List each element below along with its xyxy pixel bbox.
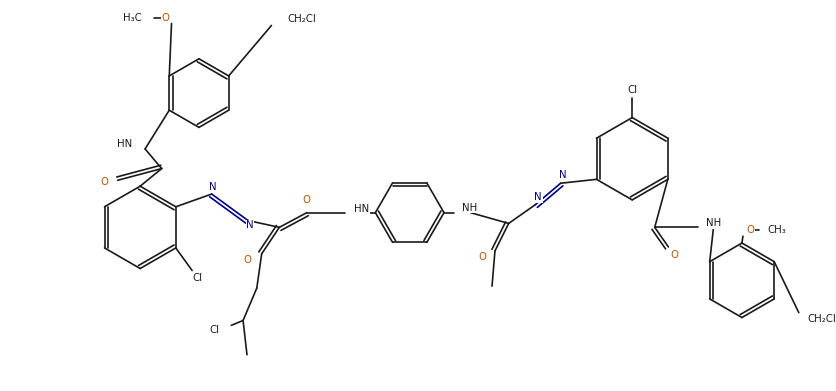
Text: O: O	[670, 250, 677, 260]
Text: Cl: Cl	[191, 273, 201, 283]
Text: O: O	[101, 177, 109, 187]
Text: Cl: Cl	[626, 85, 636, 95]
Text: O: O	[303, 195, 310, 205]
Text: NH: NH	[705, 219, 720, 228]
Text: CH₂Cl: CH₂Cl	[807, 314, 835, 323]
Text: O: O	[161, 13, 170, 23]
Text: NH: NH	[461, 203, 477, 213]
Text: N: N	[246, 221, 253, 230]
Text: N: N	[558, 170, 566, 180]
Text: HN: HN	[117, 139, 132, 149]
Text: Cl: Cl	[209, 325, 219, 335]
Text: CH₂Cl: CH₂Cl	[287, 14, 315, 23]
Text: O: O	[242, 255, 251, 265]
Text: N: N	[209, 182, 217, 192]
Text: CH₃: CH₃	[767, 225, 785, 235]
Text: N: N	[533, 192, 541, 202]
Text: O: O	[746, 225, 754, 235]
Text: O: O	[477, 252, 486, 262]
Text: H₃C: H₃C	[123, 13, 142, 23]
Text: HN: HN	[354, 204, 369, 214]
